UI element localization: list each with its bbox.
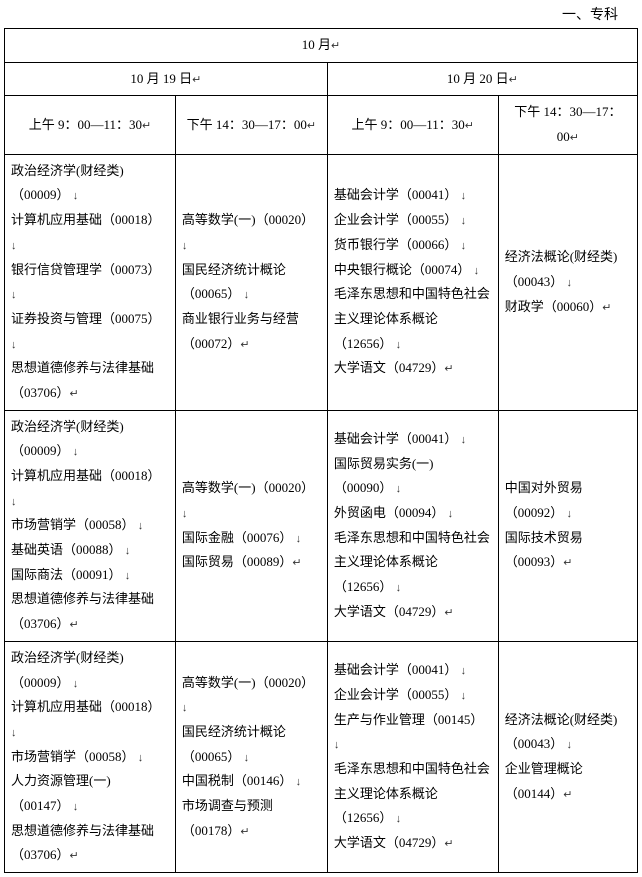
- date-text-2: 10 月 20 日: [447, 71, 509, 86]
- return-mark: ↵: [509, 74, 518, 86]
- course-cell: 基础会计学（00041） ↓企业会计学（00055） ↓货币银行学（00066）…: [327, 154, 498, 410]
- session-text-1: 上午 9：00—11：30: [29, 117, 142, 132]
- course-cell: 高等数学(一)（00020） ↓国民经济统计概论（00065） ↓商业银行业务与…: [175, 154, 327, 410]
- course-list: 高等数学(一)（00020） ↓国民经济统计概论（00065） ↓商业银行业务与…: [182, 208, 321, 356]
- course-list: 经济法概论(财经类)（00043） ↓企业管理概论（00144）↵: [505, 708, 631, 807]
- course-list: 高等数学(一)（00020） ↓国民经济统计概论（00065） ↓中国税制（00…: [182, 671, 321, 844]
- return-mark: ↵: [307, 120, 316, 132]
- course-cell: 基础会计学（00041） ↓国际贸易实务(一)（00090） ↓外贸函电（000…: [327, 410, 498, 641]
- course-cell: 政治经济学(财经类)（00009） ↓计算机应用基础（00018） ↓市场营销学…: [5, 641, 176, 872]
- course-list: 经济法概论(财经类)（00043） ↓财政学（00060）↵: [505, 245, 631, 319]
- course-list: 中国对外贸易（00092） ↓国际技术贸易（00093）↵: [505, 476, 631, 575]
- course-list: 政治经济学(财经类)（00009） ↓计算机应用基础（00018） ↓银行信贷管…: [11, 159, 169, 406]
- session-text-3: 上午 9：00—11：30: [352, 117, 465, 132]
- return-mark: ↵: [570, 132, 579, 144]
- course-cell: 经济法概论(财经类)（00043） ↓财政学（00060）↵: [498, 154, 637, 410]
- session-cell-4: 下午 14：30—17：00↵: [498, 96, 637, 154]
- course-cell: 中国对外贸易（00092） ↓国际技术贸易（00093）↵: [498, 410, 637, 641]
- table-row: 政治经济学(财经类)（00009） ↓计算机应用基础（00018） ↓银行信贷管…: [5, 154, 638, 410]
- course-cell: 高等数学(一)（00020） ↓国民经济统计概论（00065） ↓中国税制（00…: [175, 641, 327, 872]
- course-list: 高等数学(一)（00020） ↓国际金融（00076） ↓国际贸易（00089）…: [182, 476, 321, 575]
- return-mark: ↵: [331, 40, 340, 52]
- course-list: 政治经济学(财经类)（00009） ↓计算机应用基础（00018） ↓市场营销学…: [11, 415, 169, 637]
- course-cell: 政治经济学(财经类)（00009） ↓计算机应用基础（00018） ↓银行信贷管…: [5, 154, 176, 410]
- course-cell: 高等数学(一)（00020） ↓国际金融（00076） ↓国际贸易（00089）…: [175, 410, 327, 641]
- date-text-1: 10 月 19 日: [130, 71, 192, 86]
- course-cell: 基础会计学（00041） ↓企业会计学（00055） ↓生产与作业管理（0014…: [327, 641, 498, 872]
- course-cell: 经济法概论(财经类)（00043） ↓企业管理概论（00144）↵: [498, 641, 637, 872]
- session-cell-2: 下午 14：30—17：00↵: [175, 96, 327, 154]
- return-mark: ↵: [142, 120, 151, 132]
- course-list: 基础会计学（00041） ↓企业会计学（00055） ↓生产与作业管理（0014…: [334, 658, 492, 856]
- course-list: 政治经济学(财经类)（00009） ↓计算机应用基础（00018） ↓市场营销学…: [11, 646, 169, 868]
- session-text-2: 下午 14：30—17：00: [187, 117, 307, 132]
- session-cell-1: 上午 9：00—11：30↵: [5, 96, 176, 154]
- month-cell: 10 月↵: [5, 29, 638, 63]
- date-row: 10 月 19 日↵ 10 月 20 日↵: [5, 62, 638, 96]
- course-cell: 政治经济学(财经类)（00009） ↓计算机应用基础（00018） ↓市场营销学…: [5, 410, 176, 641]
- session-text-4: 下午 14：30—17：00: [514, 104, 621, 144]
- session-row: 上午 9：00—11：30↵ 下午 14：30—17：00↵ 上午 9：00—1…: [5, 96, 638, 154]
- return-mark: ↵: [465, 120, 474, 132]
- month-row: 10 月↵: [5, 29, 638, 63]
- date-cell-2: 10 月 20 日↵: [327, 62, 637, 96]
- date-cell-1: 10 月 19 日↵: [5, 62, 328, 96]
- table-row: 政治经济学(财经类)（00009） ↓计算机应用基础（00018） ↓市场营销学…: [5, 641, 638, 872]
- schedule-table: 10 月↵ 10 月 19 日↵ 10 月 20 日↵ 上午 9：00—11：3…: [4, 28, 638, 873]
- month-text: 10 月: [302, 37, 331, 52]
- session-cell-3: 上午 9：00—11：30↵: [327, 96, 498, 154]
- course-list: 基础会计学（00041） ↓企业会计学（00055） ↓货币银行学（00066）…: [334, 183, 492, 381]
- return-mark: ↵: [192, 74, 201, 86]
- course-list: 基础会计学（00041） ↓国际贸易实务(一)（00090） ↓外贸函电（000…: [334, 427, 492, 625]
- top-heading: 一、专科: [4, 4, 638, 24]
- table-row: 政治经济学(财经类)（00009） ↓计算机应用基础（00018） ↓市场营销学…: [5, 410, 638, 641]
